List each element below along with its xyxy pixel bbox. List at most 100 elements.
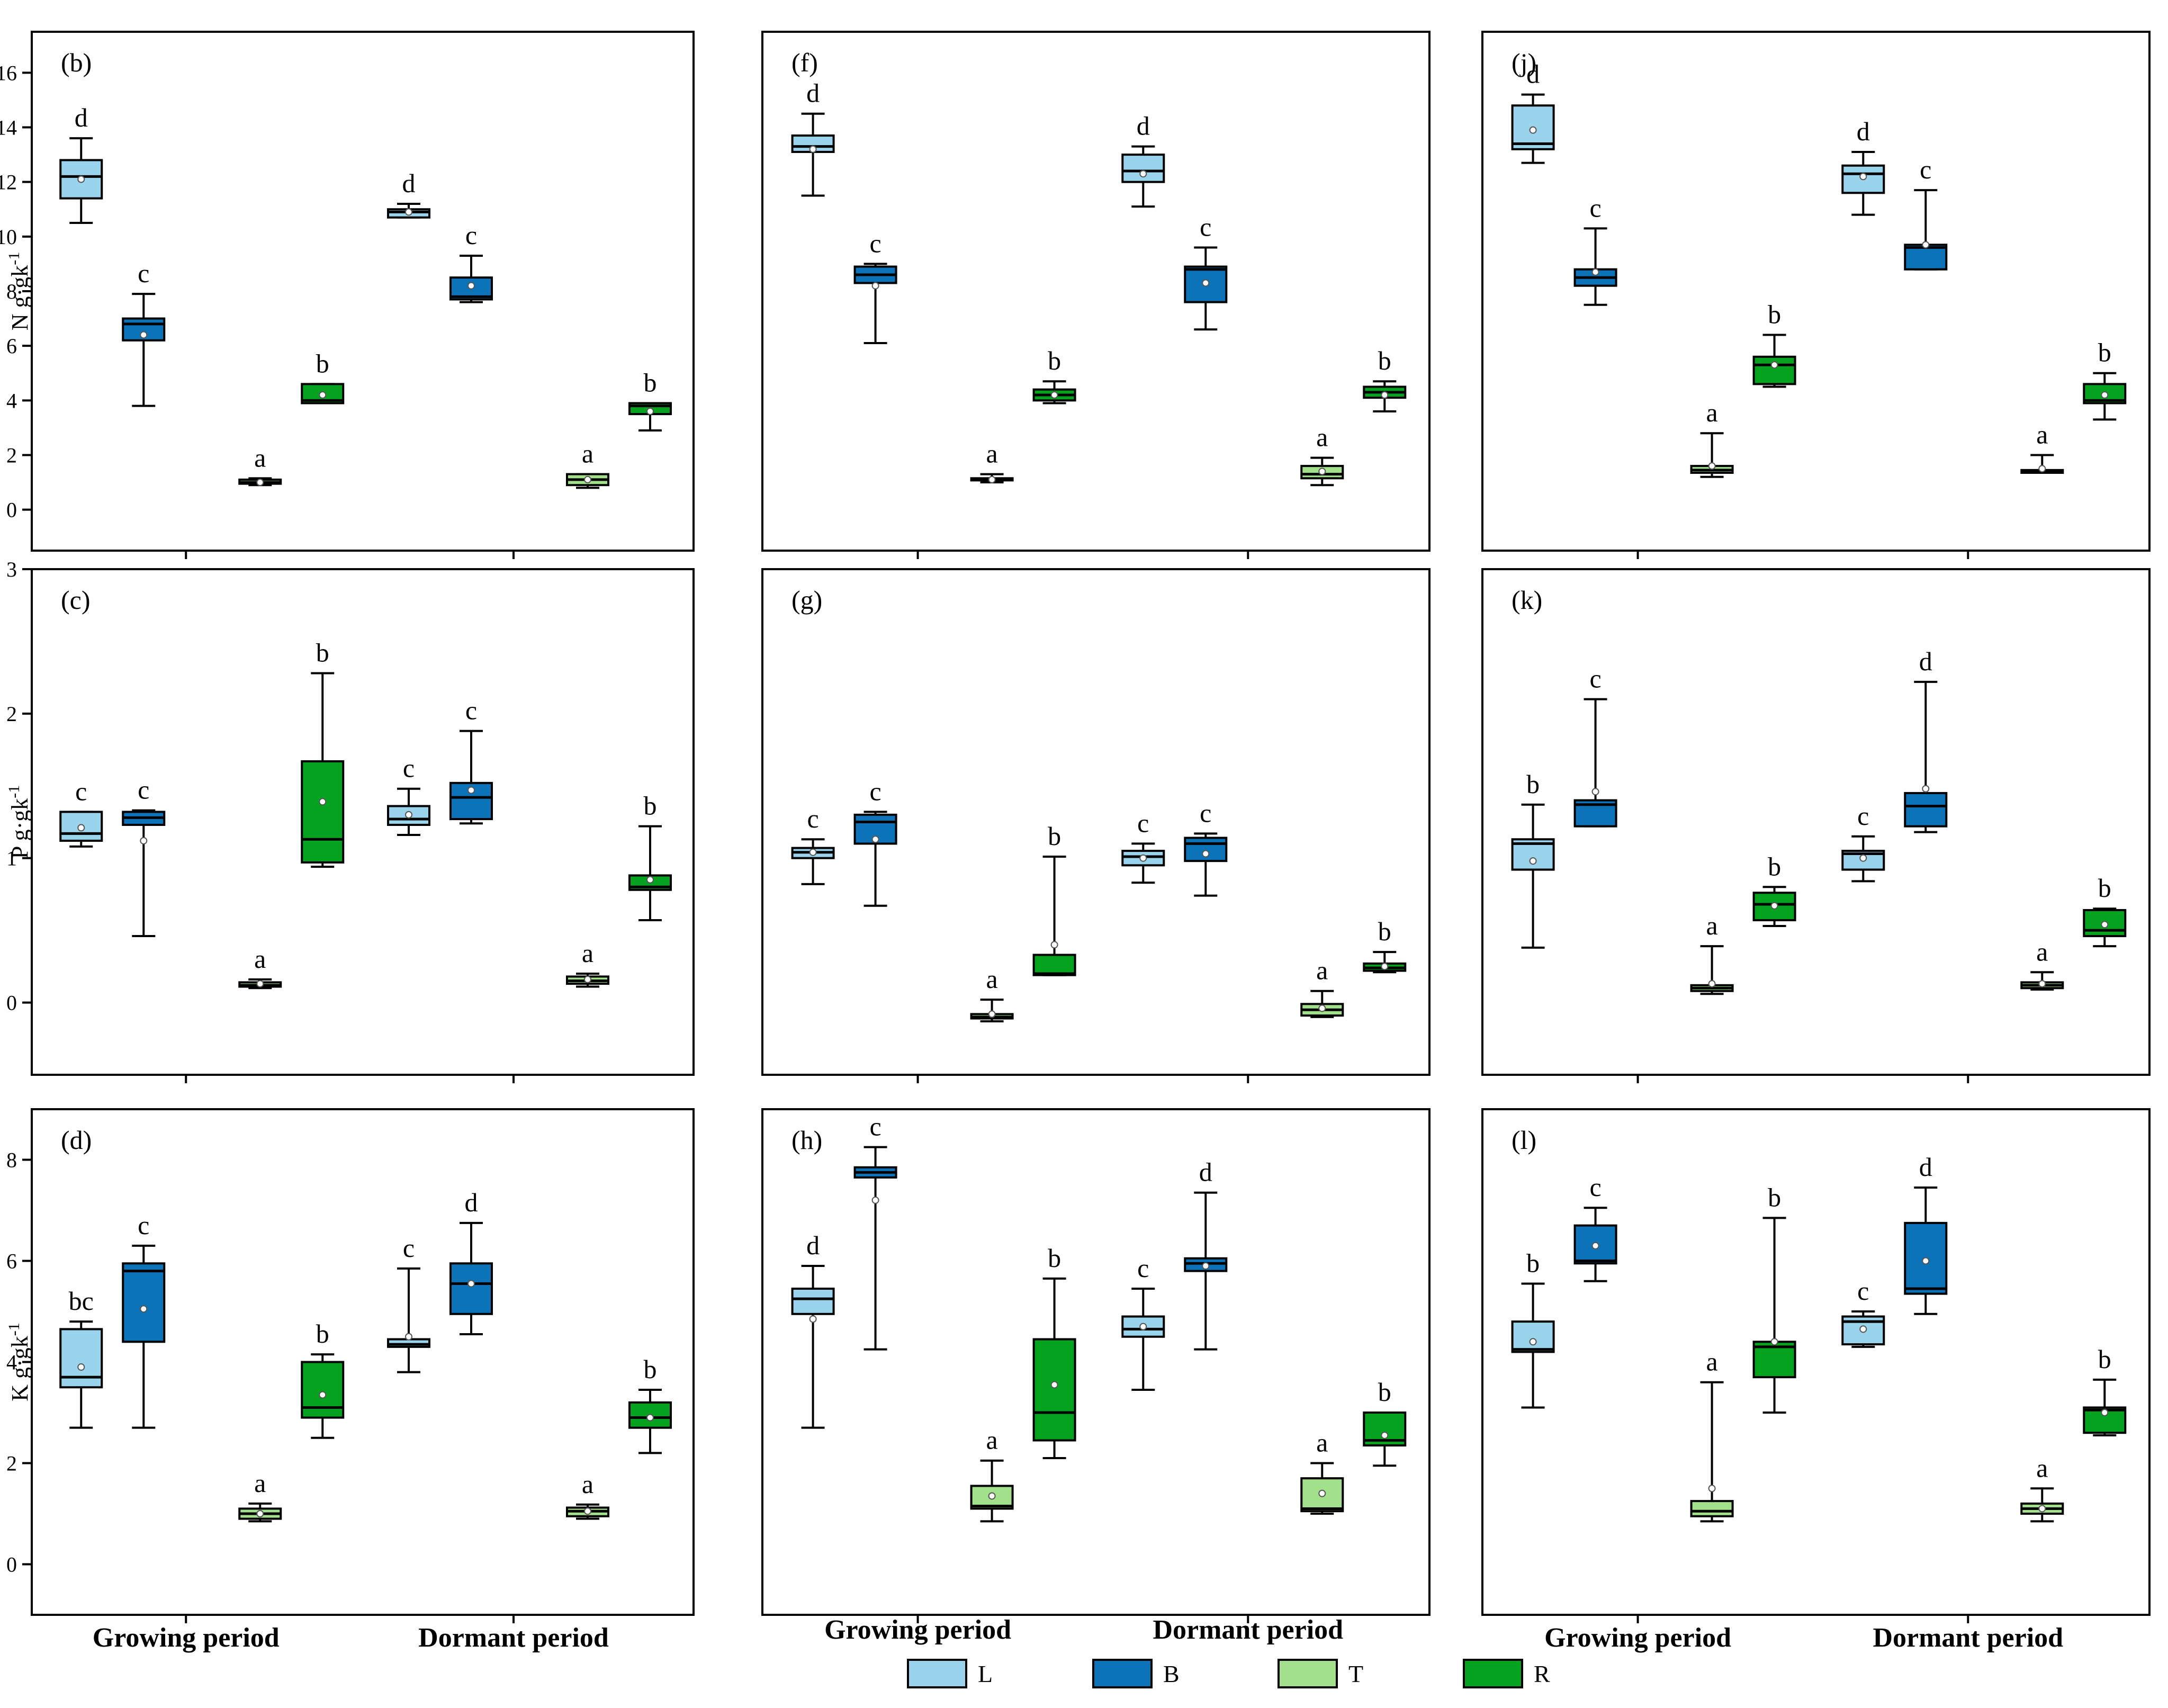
significance-letter: c [1857, 1276, 1869, 1306]
significance-letter: b [2098, 873, 2111, 903]
box-body [301, 760, 345, 864]
significance-letter: a [582, 938, 593, 968]
significance-letter: a [986, 439, 997, 469]
box-B-dormant: c [1184, 798, 1228, 897]
significance-letter: c [1920, 155, 1931, 184]
panel-label: (h) [791, 1125, 822, 1155]
box-T-growing: a [238, 443, 282, 487]
box-R-dormant: b [2083, 873, 2127, 948]
box-R-growing: b [1752, 300, 1796, 388]
mean-marker [1859, 1325, 1867, 1333]
significance-letter: c [1589, 664, 1601, 694]
legend-label: L [978, 1660, 993, 1687]
panel-frame [31, 568, 695, 1076]
y-tick-label: 12 [0, 170, 17, 194]
panel-label: (j) [1512, 48, 1536, 77]
box-R-growing: b [1752, 1182, 1796, 1414]
box-body [1690, 1500, 1734, 1517]
mean-marker [256, 479, 264, 487]
significance-letter: d [1199, 1157, 1212, 1187]
legend-item-B: B [1092, 1659, 1180, 1688]
significance-letter: c [1137, 1253, 1149, 1283]
panel-b: (b) 0 2 4 6 8 10 12 14 16 N g·gk-1 d c a b d c a b [0, 31, 695, 559]
box-L-growing: d [791, 78, 835, 197]
period-label: Growing period [1544, 1623, 1731, 1653]
mean-marker [467, 282, 475, 290]
y-tick-label: 0 [6, 498, 17, 522]
period-label: Dormant period [418, 1623, 609, 1653]
box-L-dormant: c [387, 753, 430, 837]
y-tick-label: 0 [6, 1553, 17, 1577]
y-tick-label: 8 [6, 280, 17, 303]
mean-marker [1139, 854, 1147, 862]
box-B-growing: c [853, 776, 897, 907]
mean-marker [1381, 1431, 1389, 1439]
panel-h: (h) d c a b c d a b Growing period Dormant period [761, 1108, 1431, 1645]
significance-letter: a [582, 439, 593, 469]
significance-letter: c [1200, 212, 1211, 241]
y-tick-label: 0 [6, 991, 17, 1015]
mean-marker [2101, 921, 2109, 929]
box-B-growing: c [1573, 664, 1617, 828]
legend-label: B [1163, 1660, 1180, 1687]
box-R-dormant: b [2083, 1344, 2127, 1436]
mean-marker [77, 1363, 85, 1371]
significance-letter: b [644, 1354, 657, 1384]
panel-c: (c) 0 1 2 3 P g·gk-1 c c a b c c a b [5, 558, 695, 1083]
significance-letter: c [1857, 801, 1869, 831]
mean-marker [319, 391, 327, 399]
significance-letter: c [1589, 193, 1601, 222]
mean-marker [1770, 361, 1778, 369]
significance-letter: a [582, 1469, 593, 1499]
box-R-dormant: b [1363, 1377, 1407, 1467]
mean-marker [809, 848, 817, 856]
box-T-growing: a [1690, 911, 1734, 995]
significance-letter: a [2036, 1453, 2048, 1482]
significance-letter: d [75, 103, 88, 132]
legend-swatch [1092, 1659, 1153, 1688]
box-B-growing: c [122, 775, 166, 938]
mean-marker [646, 407, 654, 415]
box-T-growing: a [1690, 398, 1734, 478]
box-body [2083, 909, 2127, 938]
significance-letter: a [986, 1425, 997, 1455]
box-T-growing: a [970, 439, 1014, 484]
box-B-dormant: c [1184, 212, 1228, 331]
mean-marker [584, 475, 591, 483]
box-R-dormant: b [628, 791, 672, 922]
mean-marker [140, 331, 148, 339]
mean-marker [140, 837, 148, 844]
significance-letter: b [1768, 851, 1781, 881]
box-B-growing: c [122, 258, 166, 407]
box-R-growing: b [301, 637, 345, 868]
mean-marker [1050, 391, 1058, 399]
box-L-dormant: c [1121, 1253, 1165, 1391]
box-R-growing: b [1752, 851, 1796, 927]
mean-marker [1708, 1485, 1716, 1493]
mean-marker [809, 1315, 817, 1323]
significance-letter: b [644, 791, 657, 821]
mean-marker [1770, 902, 1778, 910]
box-R-dormant: b [2083, 338, 2127, 421]
significance-letter: d [1526, 59, 1540, 89]
box-T-dormant: a [566, 439, 609, 489]
period-label: Dormant period [1153, 1615, 1343, 1645]
panel-frame [31, 1108, 695, 1616]
mean-marker [1708, 462, 1716, 470]
box-body [449, 1262, 493, 1315]
box-L-growing: bc [59, 1286, 103, 1429]
box-body [1904, 792, 1948, 828]
mean-marker [584, 975, 591, 983]
box-B-growing: c [1573, 193, 1617, 306]
panel-label: (b) [61, 48, 92, 77]
box-B-dormant: d [1904, 646, 1948, 833]
significance-letter: d [1137, 111, 1150, 141]
box-R-dormant: b [628, 367, 672, 432]
legend-item-L: L [907, 1659, 993, 1688]
significance-letter: c [75, 776, 87, 806]
y-axis-label-sup: -1 [5, 785, 23, 798]
mean-marker [2038, 465, 2046, 473]
box-B-dormant: d [1184, 1157, 1228, 1351]
mean-marker [1139, 1323, 1147, 1331]
